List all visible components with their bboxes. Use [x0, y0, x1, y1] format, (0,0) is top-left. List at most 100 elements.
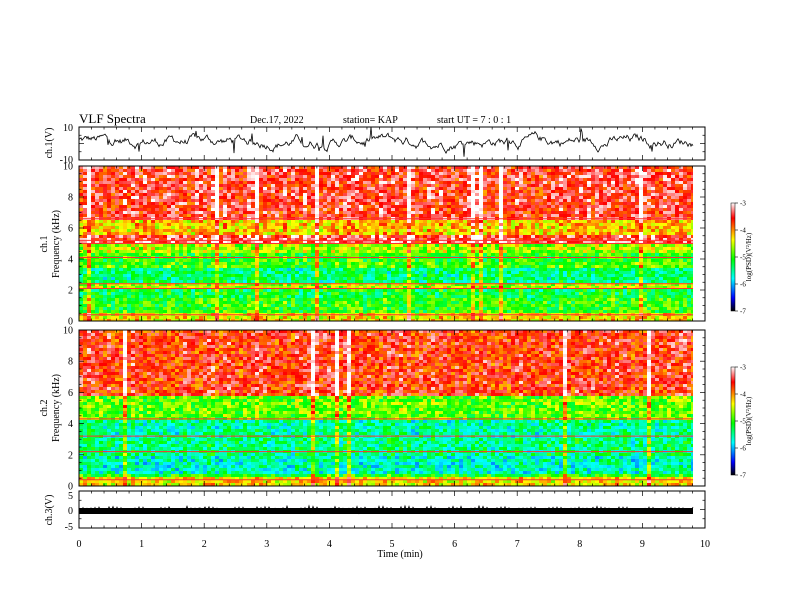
- spectrogram-cell: [635, 193, 639, 196]
- spectrogram-cell: [471, 193, 475, 196]
- spectrogram-cell: [447, 226, 451, 229]
- spectrogram-cell: [543, 232, 547, 235]
- spectrogram-cell: [523, 232, 527, 235]
- spectrogram-cell: [311, 235, 315, 238]
- spectrogram-cell: [207, 178, 211, 181]
- spectrogram-cell: [407, 187, 411, 190]
- spectrogram-cell: [203, 172, 207, 175]
- spectrogram-cell: [79, 199, 83, 202]
- spectrogram-cell: [471, 202, 475, 205]
- spectrogram-cell: [99, 187, 103, 190]
- spectrogram-cell: [171, 226, 175, 229]
- spectrogram-cell: [91, 211, 95, 214]
- spectrogram-cell: [223, 187, 227, 190]
- spectrogram-cell: [167, 187, 171, 190]
- spectrogram-cell: [203, 211, 207, 214]
- spectrogram-cell: [471, 223, 475, 226]
- spectrogram-cell: [655, 175, 659, 178]
- spectrogram-cell: [87, 178, 91, 181]
- spectrogram-cell: [259, 175, 263, 178]
- spectrogram-cell: [251, 235, 255, 238]
- spectrogram-cell: [139, 223, 143, 226]
- spectrogram-cell: [295, 178, 299, 181]
- spectrogram-cell: [335, 229, 339, 232]
- spectrogram-cell: [95, 220, 99, 223]
- spectrogram-cell: [279, 178, 283, 181]
- spectrogram-cell: [567, 214, 571, 217]
- spectrogram-cell: [347, 208, 351, 211]
- spectrogram-cell: [111, 190, 115, 193]
- spectrogram-cell: [463, 175, 467, 178]
- spectrogram-cell: [387, 223, 391, 226]
- spectrogram-cell: [679, 178, 683, 181]
- spectrogram-cell: [607, 193, 611, 196]
- spectrogram-cell: [195, 178, 199, 181]
- spectrogram-cell: [595, 214, 599, 217]
- spectrogram-cell: [551, 220, 555, 223]
- spectrogram-cell: [539, 223, 543, 226]
- spectrogram-cell: [391, 202, 395, 205]
- spectrogram-cell: [175, 169, 179, 172]
- spectrogram-cell: [495, 208, 499, 211]
- spectrogram-cell: [283, 223, 287, 226]
- spectrogram-cell: [531, 181, 535, 184]
- spectrogram-cell: [531, 172, 535, 175]
- spectrogram-cell: [239, 184, 243, 187]
- spectrogram-cell: [311, 220, 315, 223]
- spectrogram-cell: [267, 226, 271, 229]
- spectrogram-cell: [551, 178, 555, 181]
- spectrogram-cell: [531, 187, 535, 190]
- spectrogram-cell: [235, 220, 239, 223]
- spectrogram-cell: [303, 187, 307, 190]
- spectrogram-cell: [131, 202, 135, 205]
- spectrogram-cell: [539, 202, 543, 205]
- spectrogram-cell: [343, 220, 347, 223]
- spectrogram-cell: [431, 184, 435, 187]
- spectrogram-cell: [119, 169, 123, 172]
- spectrogram-cell: [255, 205, 259, 208]
- spectrogram-cell: [575, 232, 579, 235]
- spectrogram-cell: [495, 178, 499, 181]
- spectrogram-cell: [579, 190, 583, 193]
- spectrogram-cell: [631, 196, 635, 199]
- spectrogram-cell: [231, 169, 235, 172]
- spectrogram-cell: [379, 184, 383, 187]
- spectrogram-cell: [199, 199, 203, 202]
- spectrogram-cell: [159, 193, 163, 196]
- spectrogram-cell: [447, 214, 451, 217]
- spectrogram-cell: [251, 178, 255, 181]
- spectrogram-cell: [295, 184, 299, 187]
- spectrogram-cell: [595, 187, 599, 190]
- spectrogram-cell: [103, 193, 107, 196]
- ch1-waveform-ylabel: ch.1(V): [44, 128, 55, 159]
- spectrogram-cell: [399, 172, 403, 175]
- spectrogram-cell: [247, 208, 251, 211]
- spectrogram-cell: [455, 202, 459, 205]
- spectrogram-cell: [335, 232, 339, 235]
- spectrogram-cell: [347, 220, 351, 223]
- spectrogram-cell: [183, 199, 187, 202]
- spectrogram-cell: [83, 190, 87, 193]
- spectrogram-cell: [523, 205, 527, 208]
- spectrogram-cell: [243, 175, 247, 178]
- spectrogram-cell: [275, 193, 279, 196]
- spectrogram-cell: [79, 190, 83, 193]
- spectrogram-cell: [107, 175, 111, 178]
- spectrogram-cell: [659, 199, 663, 202]
- spectrogram-cell: [287, 196, 291, 199]
- spectrogram-cell: [343, 178, 347, 181]
- spectrogram-cell: [639, 214, 643, 217]
- spectrogram-cell: [195, 193, 199, 196]
- spectrogram-cell: [479, 196, 483, 199]
- spectrogram-cell: [163, 187, 167, 190]
- spectrogram-cell: [415, 193, 419, 196]
- spectrogram-cell: [383, 211, 387, 214]
- spectrogram-cell: [411, 235, 415, 238]
- spectrogram-cell: [471, 181, 475, 184]
- spectrogram-cell: [439, 223, 443, 226]
- spectrogram-cell: [183, 202, 187, 205]
- spectrogram-cell: [415, 205, 419, 208]
- spectrogram-cell: [299, 229, 303, 232]
- spectrogram-cell: [423, 226, 427, 229]
- spectrogram-cell: [455, 175, 459, 178]
